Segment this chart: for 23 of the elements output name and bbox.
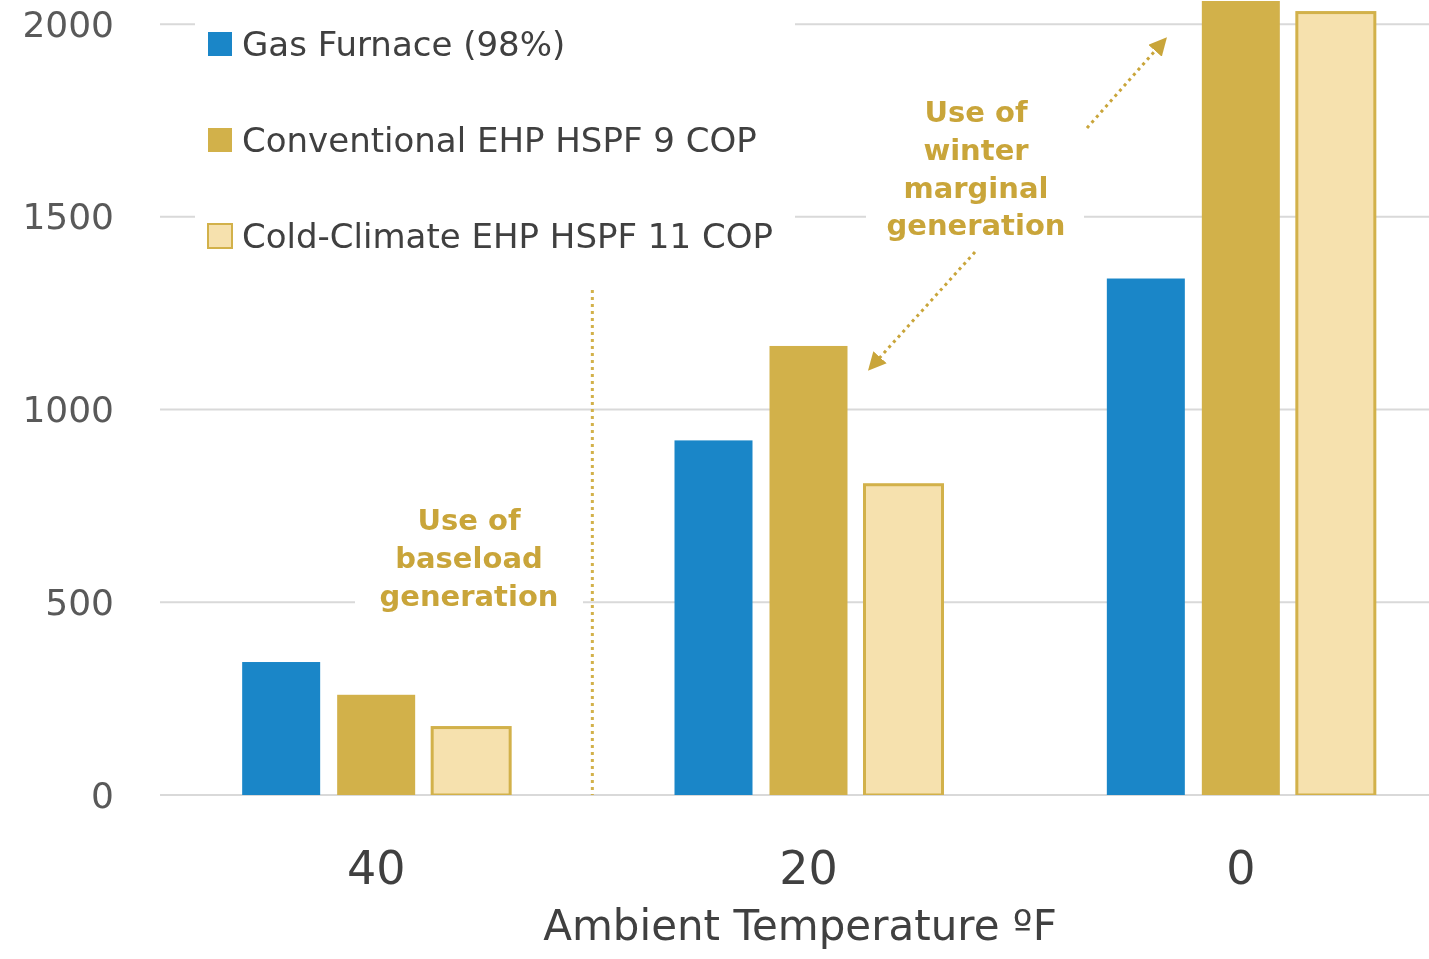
bar <box>430 726 512 795</box>
bar <box>863 483 944 795</box>
bar <box>1201 1 1280 795</box>
x-tick-label: 20 <box>779 841 838 896</box>
x-tick-label: 0 <box>1226 841 1256 896</box>
y-tick-label: 2000 <box>22 3 114 45</box>
legend-label: Cold-Climate EHP HSPF 11 COP <box>242 215 773 256</box>
bar <box>337 694 416 795</box>
annotation: Use of winter marginal generation <box>886 95 1066 243</box>
bar <box>1295 11 1377 795</box>
bar <box>674 440 753 795</box>
y-tick-label: 0 <box>91 774 114 816</box>
legend-label: Conventional EHP HSPF 9 COP <box>242 119 757 160</box>
bar <box>242 662 321 795</box>
bar <box>1106 278 1185 795</box>
x-axis-title: Ambient Temperature ºF <box>543 900 1057 950</box>
y-tick-label: 500 <box>45 581 114 623</box>
bar <box>769 345 848 795</box>
y-tick-label: 1000 <box>22 389 114 431</box>
x-tick-label: 40 <box>346 841 406 896</box>
annotation: Use of baseload generation <box>379 503 559 613</box>
y-tick-label: 1500 <box>22 196 114 238</box>
legend-label: Gas Furnace (98%) <box>242 23 566 64</box>
